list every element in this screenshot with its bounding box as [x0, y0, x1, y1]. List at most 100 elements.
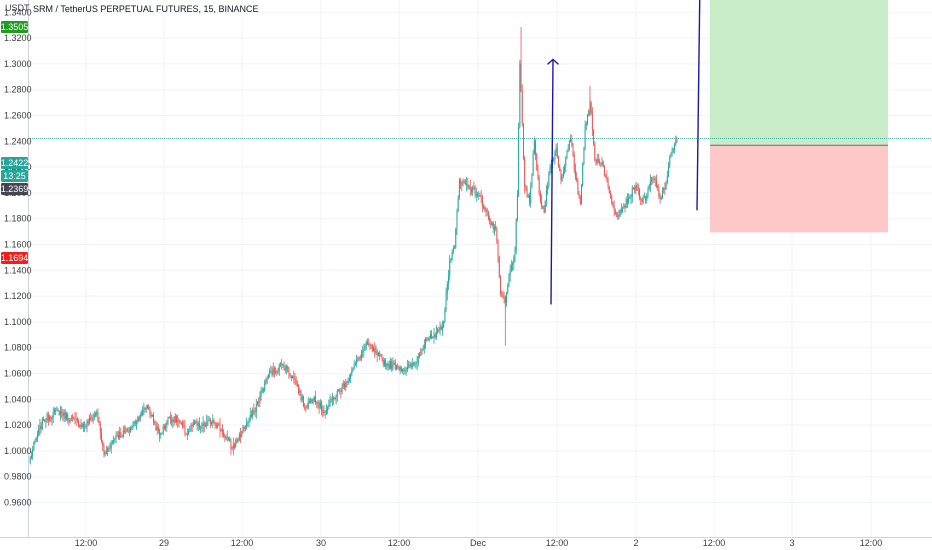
candle: [674, 142, 676, 154]
candle-body: [144, 408, 146, 410]
candle-body: [671, 149, 673, 154]
price-axis[interactable]: 1.34001.32001.30001.28001.26001.24001.22…: [0, 0, 32, 537]
candle: [399, 365, 401, 375]
candle: [668, 161, 670, 178]
candle: [113, 435, 115, 445]
candle: [49, 414, 51, 423]
candle-body: [45, 420, 47, 422]
drawings[interactable]: [547, 0, 701, 305]
candle: [386, 362, 388, 371]
candle-body: [642, 196, 644, 202]
candle-body: [522, 123, 524, 159]
candle: [185, 432, 187, 436]
long-position-tool[interactable]: [28, 0, 932, 233]
candle: [362, 345, 364, 359]
candle: [322, 405, 324, 418]
candle: [641, 198, 643, 206]
candle-body: [75, 418, 77, 420]
candle: [445, 287, 447, 313]
candle: [190, 422, 192, 433]
candle: [369, 342, 371, 351]
candle-body: [328, 405, 330, 408]
candle: [105, 445, 107, 455]
candle: [636, 183, 638, 192]
candle-body: [149, 408, 151, 414]
candle-body: [489, 218, 491, 222]
profit-zone[interactable]: [710, 0, 888, 146]
candle: [489, 215, 491, 225]
candle: [533, 136, 535, 156]
loss-zone[interactable]: [710, 145, 888, 233]
candle: [379, 350, 381, 361]
candle-body: [99, 423, 101, 433]
candle: [289, 372, 291, 378]
price-badge: 1.2422: [1, 157, 28, 169]
candle: [205, 422, 207, 428]
candle-body: [115, 435, 117, 439]
candle: [36, 430, 38, 443]
time-axis[interactable]: 12:00 29 12:00 30 12:00 Dec 12:00 2 12:00 3 12:00: [0, 537, 932, 549]
candle: [65, 411, 67, 422]
candle-body: [623, 205, 625, 208]
candle-body: [242, 426, 244, 432]
candle-body: [143, 408, 145, 410]
candle: [472, 185, 474, 197]
candle-body: [556, 147, 558, 157]
candle-body: [376, 351, 378, 356]
candle-body: [527, 195, 529, 197]
candle: [512, 261, 514, 272]
arrow-line[interactable]: [550, 59, 554, 305]
candle-body: [577, 180, 579, 193]
candle-body: [61, 411, 63, 414]
price-scale-unit[interactable]: USDT: [5, 3, 30, 13]
candle: [448, 269, 450, 290]
arrow-head[interactable]: [547, 58, 559, 65]
candle-body: [359, 357, 361, 359]
candle-body: [103, 445, 105, 455]
candle: [573, 151, 575, 174]
candle-body: [156, 426, 158, 430]
candle: [649, 174, 651, 193]
candle-body: [647, 188, 649, 196]
candle: [439, 321, 441, 336]
time-tick-label: 30: [316, 538, 326, 548]
price-tick-label: 1.1200: [4, 291, 32, 301]
candle: [507, 282, 509, 295]
candle: [576, 172, 578, 183]
candle: [554, 149, 556, 165]
candle-body: [169, 417, 171, 419]
candle-body: [321, 402, 323, 410]
candle: [86, 419, 88, 433]
candle: [82, 421, 84, 433]
candle-body: [134, 421, 136, 424]
candle: [354, 361, 356, 366]
price-tick-label: 1.1600: [4, 240, 32, 250]
candle-body: [519, 63, 521, 127]
candle-body: [218, 424, 220, 426]
candle-body: [420, 353, 422, 355]
candle: [530, 182, 532, 208]
candle-body: [153, 414, 155, 423]
candle: [91, 414, 93, 422]
candle-body: [458, 180, 460, 198]
candle: [351, 366, 353, 377]
candle-body: [36, 434, 38, 438]
candle: [211, 420, 213, 426]
candle-body: [298, 385, 300, 394]
candle: [246, 417, 248, 430]
candle: [553, 156, 555, 163]
candle-body: [665, 182, 667, 190]
candle: [630, 193, 632, 205]
candle-body: [498, 257, 500, 277]
candle-body: [73, 417, 75, 419]
candle: [402, 368, 404, 374]
candle: [288, 366, 290, 380]
trend-line[interactable]: [696, 0, 701, 211]
candle: [270, 365, 272, 374]
candle-body: [470, 189, 472, 193]
candle-body: [209, 419, 211, 424]
candle-body: [254, 412, 256, 413]
candle-body: [40, 425, 42, 430]
